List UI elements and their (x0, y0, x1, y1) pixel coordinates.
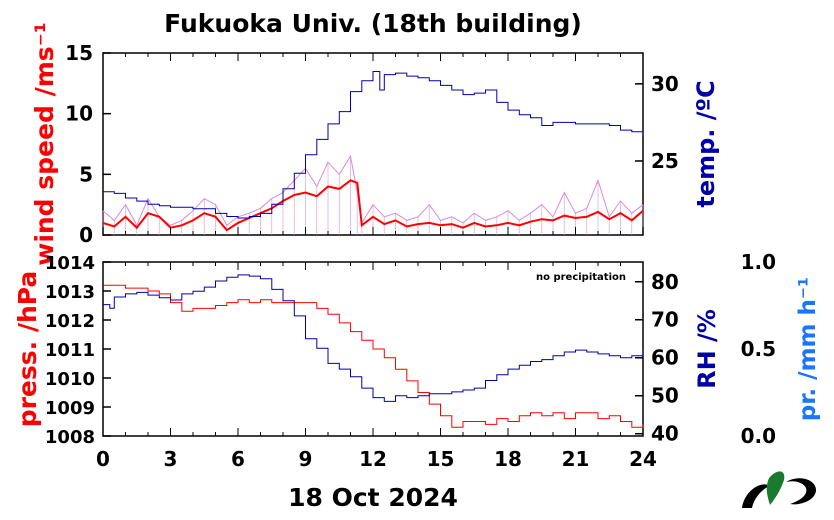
x-tick-label: 21 (562, 447, 590, 471)
x-tick-label: 6 (231, 447, 245, 471)
x-tick-label: 12 (359, 447, 387, 471)
logo-leaf-icon (766, 471, 785, 505)
bottom-panel: 1008 1009 1010 1011 1012 1013 1014 40 50 60 70 80 n… (13, 250, 821, 448)
institution-logo (742, 471, 816, 508)
relative-humidity-tick-label: 40 (651, 422, 679, 446)
relative-humidity-tick-label: 50 (651, 384, 679, 408)
relative-humidity-tick-label: 60 (651, 346, 679, 370)
relative-humidity-tick-label: 70 (651, 308, 679, 332)
x-tick-label: 24 (629, 447, 657, 471)
top-ticks-group: 0 5 10 15 25 30 (65, 41, 679, 247)
temperature-axis-label: temp. /ºC (692, 80, 720, 207)
temperature-tick-label: 30 (651, 72, 679, 96)
pressure-tick-label: 1012 (45, 311, 95, 332)
precipitation-tick-label: 0.0 (741, 424, 776, 448)
wind-speed-tick-label: 10 (65, 102, 93, 126)
temperature-tick-label: 25 (651, 149, 679, 173)
relative-humidity-tick-label: 80 (651, 270, 679, 294)
pressure-tick-label: 1008 (45, 427, 95, 448)
wind-speed-tick-label: 15 (65, 41, 93, 65)
bottom-ticks-group: 1008 1009 1010 1011 1012 1013 1014 40 50 60 70 80 (45, 253, 679, 448)
logo-curve (786, 478, 816, 505)
pressure-tick-label: 1010 (45, 369, 95, 390)
bottom-series-group (103, 274, 644, 428)
x-tick-label: 3 (164, 447, 178, 471)
pressure-line (103, 284, 644, 428)
precipitation-axis-label: pr. /mm h⁻¹ (795, 277, 821, 421)
pressure-tick-label: 1014 (45, 253, 95, 274)
pressure-axis-label: press. /hPa (13, 271, 42, 428)
top-panel: 0 5 10 15 25 30 wind speed /ms⁻¹ temp. /ºC (30, 22, 720, 266)
precipitation-tick-label: 0.5 (741, 337, 776, 361)
no-precipitation-note: no precipitation (536, 272, 626, 283)
x-tick-label: 15 (427, 447, 455, 471)
x-tick-labels-group: 0 3 6 9 12 15 18 21 24 (96, 447, 657, 471)
wind-speed-axis-label: wind speed /ms⁻¹ (30, 22, 59, 266)
wind-speed-tick-label: 0 (79, 223, 93, 247)
logo-swoosh (742, 484, 770, 508)
x-tick-label: 18 (494, 447, 522, 471)
wind-speed-tick-label: 5 (79, 162, 93, 186)
top-series-group (102, 71, 644, 235)
relative-humidity-line (103, 274, 644, 402)
pressure-tick-label: 1009 (45, 398, 95, 419)
x-tick-label: 9 (299, 447, 313, 471)
chart-title: Fukuoka Univ. (18th building) (164, 9, 582, 38)
precipitation-tick-label: 1.0 (741, 250, 776, 274)
temperature-line (103, 71, 644, 219)
x-axis-label: 18 Oct 2024 (288, 483, 458, 512)
x-tick-label: 0 (96, 447, 110, 471)
relative-humidity-axis-label: RH /% (693, 309, 721, 389)
pressure-tick-label: 1013 (45, 282, 95, 303)
pressure-tick-label: 1011 (45, 340, 95, 361)
wind-speed-mean-line (102, 179, 644, 232)
precipitation-ticks-group: 0.0 0.5 1.0 (741, 250, 776, 448)
